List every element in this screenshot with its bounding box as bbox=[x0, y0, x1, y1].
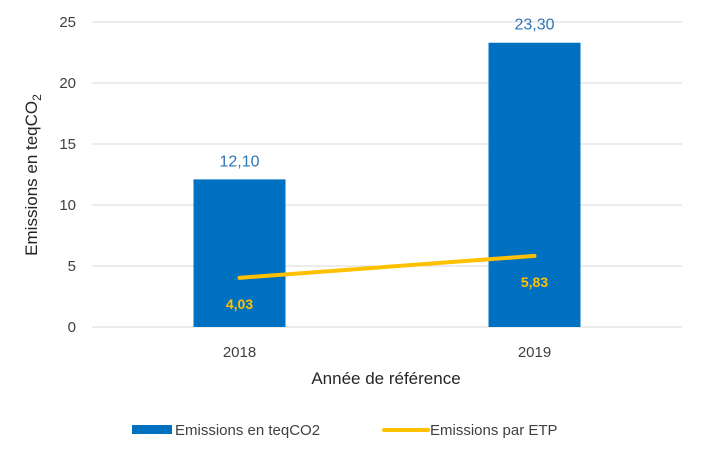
bar-data-labels: 12,10 23,30 bbox=[219, 17, 554, 171]
line-data-label: 4,03 bbox=[226, 296, 253, 312]
legend-label-emissions: Emissions en teqCO2 bbox=[175, 422, 320, 439]
bar bbox=[488, 42, 581, 328]
bar-data-label: 23,30 bbox=[514, 17, 554, 34]
bars bbox=[193, 42, 581, 328]
line-path bbox=[237, 253, 537, 280]
y-axis-title: Emissions en teqCO2 bbox=[22, 94, 44, 256]
bar bbox=[193, 179, 286, 327]
line-data-label: 5,83 bbox=[521, 274, 548, 290]
y-axis-title-main: Emissions en teqCO bbox=[22, 101, 41, 256]
x-tick-label: 2019 bbox=[518, 344, 551, 361]
y-tick-label: 25 bbox=[59, 14, 76, 31]
y-tick-label: 0 bbox=[68, 319, 76, 336]
bar-data-label: 12,10 bbox=[219, 153, 259, 170]
x-axis-title: Année de référence bbox=[311, 369, 460, 388]
y-tick-label: 10 bbox=[59, 197, 76, 214]
y-tick-label: 5 bbox=[68, 258, 76, 275]
y-axis-title-subscript: 2 bbox=[30, 94, 44, 101]
legend-label-etp: Emissions par ETP bbox=[430, 422, 558, 439]
legend-swatch-emissions bbox=[132, 425, 172, 434]
y-axis-ticks: 0 5 10 15 20 25 bbox=[59, 14, 76, 336]
legend: Emissions en teqCO2 Emissions par ETP bbox=[132, 422, 558, 439]
x-tick-label: 2018 bbox=[223, 344, 256, 361]
x-axis-ticks: 2018 2019 bbox=[223, 344, 551, 361]
y-tick-label: 20 bbox=[59, 75, 76, 92]
gridlines bbox=[92, 21, 682, 328]
y-tick-label: 15 bbox=[59, 136, 76, 153]
line-data-labels: 4,03 5,83 bbox=[226, 274, 548, 312]
line-series bbox=[237, 253, 537, 280]
